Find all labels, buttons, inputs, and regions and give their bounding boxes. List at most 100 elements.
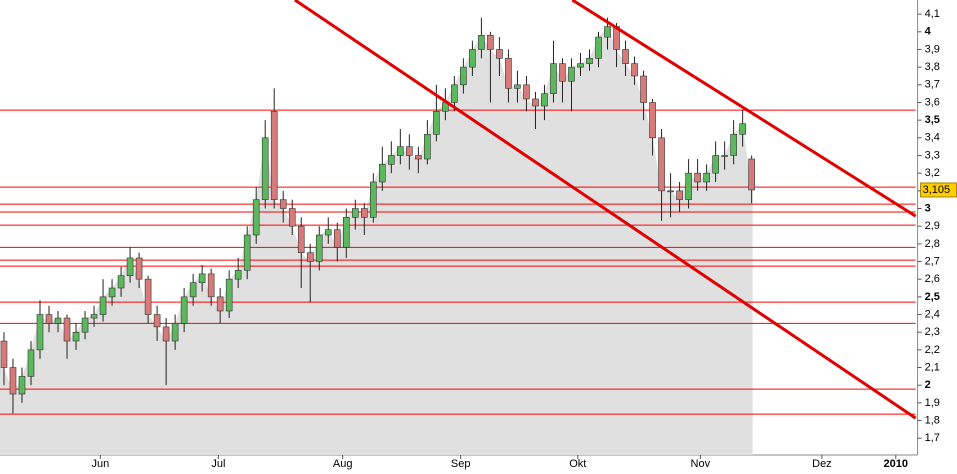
x-tick-label: Jun <box>91 458 109 470</box>
candle-body <box>406 146 413 156</box>
candle-body <box>261 137 269 200</box>
candle-body <box>640 75 647 103</box>
candle-body <box>451 84 458 103</box>
candle-body <box>81 317 89 333</box>
candle-body <box>162 326 170 342</box>
y-tick-label: 1,8 <box>925 414 940 426</box>
candle-body <box>225 278 233 312</box>
candle-body <box>649 102 656 139</box>
candle-body <box>180 296 188 324</box>
y-tick-label: 2,7 <box>925 255 940 267</box>
candle-body <box>667 190 674 193</box>
y-tick-label: 2,9 <box>925 220 940 232</box>
y-tick-label: 2 <box>925 379 931 391</box>
candle-body <box>144 278 152 315</box>
candle-body <box>279 199 287 209</box>
candle-body <box>721 155 728 157</box>
candle-body <box>415 155 422 160</box>
candle-body <box>297 225 305 253</box>
candle-body <box>703 172 710 183</box>
candle-body <box>216 296 224 312</box>
y-tick-label: 4 <box>925 26 932 38</box>
y-tick-label: 3,7 <box>925 79 940 91</box>
candle-body <box>288 208 296 227</box>
y-tick-label: 2,1 <box>925 361 940 373</box>
candle-body <box>351 208 359 218</box>
candle-body <box>153 314 161 328</box>
candle-body <box>550 63 557 94</box>
candle-body <box>559 63 566 82</box>
candle-body <box>135 257 143 280</box>
candle-body <box>460 66 467 86</box>
candle-body <box>360 208 368 218</box>
trend-line <box>571 0 917 218</box>
candle-body <box>324 229 332 236</box>
candle-body <box>541 93 548 107</box>
last-price-label: 3,105 <box>923 184 951 196</box>
candle-body <box>676 190 683 200</box>
candle-body <box>658 137 665 192</box>
candle-body <box>72 331 80 342</box>
candle-body <box>370 181 377 218</box>
x-tick-label: Jul <box>211 458 225 470</box>
candle-body <box>252 199 260 236</box>
y-tick-label: 2,6 <box>925 273 940 285</box>
trend-line <box>294 0 917 420</box>
y-tick-label: 3,8 <box>925 61 940 73</box>
y-tick-label: 4,1 <box>925 8 940 20</box>
candle-body <box>622 49 629 64</box>
candle-body <box>0 340 8 368</box>
candle-body <box>397 146 404 156</box>
candle-body <box>54 317 62 324</box>
candle-body <box>631 63 638 77</box>
candle-body <box>532 98 539 107</box>
candle-body <box>270 111 278 200</box>
candle-body <box>595 36 602 59</box>
y-tick-label: 2,3 <box>925 326 940 338</box>
candle-body <box>577 63 584 68</box>
candle-body <box>189 282 197 298</box>
x-tick-label: Nov <box>691 458 711 470</box>
y-tick-label: 3 <box>925 202 931 214</box>
candle-body <box>379 164 386 183</box>
candle-body <box>685 172 692 200</box>
candle-body <box>126 257 134 276</box>
candle-body <box>108 287 116 298</box>
candle-body <box>748 158 755 191</box>
candle-body <box>586 58 593 64</box>
candle-body <box>63 317 71 342</box>
y-tick-label: 3,4 <box>925 132 940 144</box>
candle-body <box>333 229 341 248</box>
candle-body <box>694 172 701 183</box>
candle-body <box>712 155 719 174</box>
candle-body <box>505 58 512 89</box>
candle-body <box>478 35 485 50</box>
candle-body <box>342 217 350 248</box>
x-tick-label: Okt <box>569 458 586 470</box>
y-tick-label: 2,5 <box>925 291 940 303</box>
candle-body <box>27 349 35 377</box>
y-tick-label: 1,7 <box>925 432 940 444</box>
candle-body <box>487 35 494 50</box>
candle-body <box>514 84 521 89</box>
candle-body <box>36 314 44 351</box>
x-tick-label: Aug <box>333 458 353 470</box>
candle-body <box>523 84 530 100</box>
x-tick-label: 2010 <box>884 458 908 470</box>
y-tick-label: 3,5 <box>925 114 940 126</box>
candle-body <box>90 314 98 319</box>
candle-body <box>234 270 242 280</box>
candle-body <box>18 376 26 395</box>
candle-body <box>469 49 476 68</box>
candle-body <box>739 123 746 135</box>
candle-body <box>45 314 53 324</box>
candle-body <box>388 155 395 165</box>
close-area <box>0 26 753 455</box>
candle-body <box>433 111 440 135</box>
y-tick-label: 3,3 <box>925 149 940 161</box>
x-tick-label: Dez <box>812 458 832 470</box>
candle-body <box>424 133 431 160</box>
candle-body <box>496 49 503 59</box>
